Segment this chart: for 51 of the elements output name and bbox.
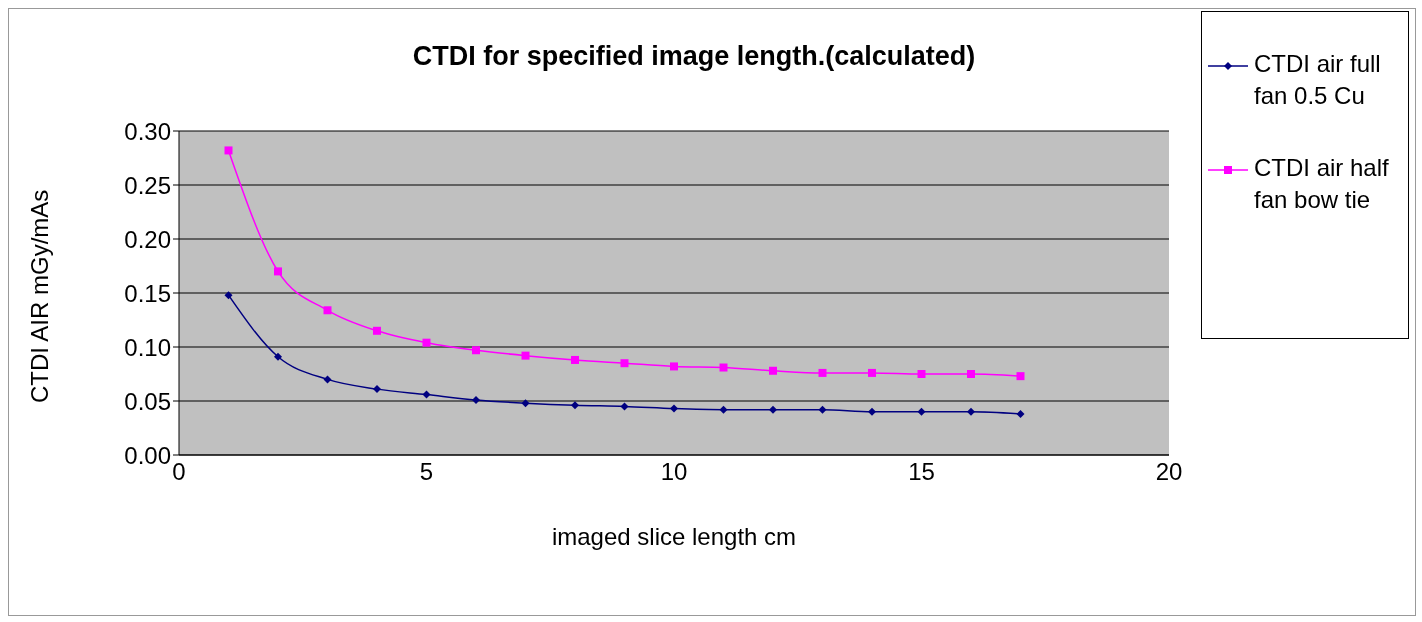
point <box>769 405 777 414</box>
point <box>670 404 678 413</box>
y-axis-title: CTDI AIR mGy/mAs <box>25 189 53 403</box>
y-tick-label: 0.30 <box>124 117 171 145</box>
legend-label: CTDI air half fan bow tie <box>1254 153 1390 215</box>
point <box>521 399 530 408</box>
y-tick-label: 0.15 <box>124 279 171 307</box>
point <box>472 395 480 404</box>
point <box>274 267 282 276</box>
point <box>1016 409 1025 418</box>
point <box>868 368 876 377</box>
point <box>571 401 579 410</box>
point <box>422 338 431 347</box>
point <box>373 326 381 335</box>
point <box>719 405 728 414</box>
point <box>571 355 579 364</box>
point <box>620 402 629 411</box>
point <box>719 363 728 372</box>
legend-label: CTDI air full fan 0.5 Cu <box>1254 49 1382 111</box>
y-tick-label: 0.25 <box>124 171 171 199</box>
y-tick-label: 0.20 <box>124 225 171 253</box>
point <box>323 306 332 315</box>
x-tick-label: 20 <box>1155 458 1183 486</box>
point <box>472 346 480 355</box>
point <box>422 390 431 399</box>
point <box>224 146 233 155</box>
point <box>373 385 381 394</box>
point <box>323 375 332 384</box>
point <box>917 370 926 378</box>
point <box>967 370 975 378</box>
y-tick-label: 0.10 <box>124 333 171 361</box>
x-tick-label: 5 <box>419 458 434 486</box>
point <box>1016 372 1025 381</box>
y-tick-label: 0.00 <box>124 441 171 469</box>
x-tick-label: 10 <box>660 458 688 486</box>
point <box>917 407 926 416</box>
point <box>769 366 777 375</box>
y-tick-label: 0.05 <box>124 387 171 415</box>
point <box>818 405 827 414</box>
point <box>224 291 233 300</box>
point <box>620 359 629 368</box>
chart-title: CTDI for specified image length.(calculated) <box>411 41 977 72</box>
point <box>521 351 530 360</box>
point <box>868 407 876 416</box>
point <box>967 407 975 416</box>
point <box>818 368 827 377</box>
point <box>274 352 282 361</box>
x-axis-title: imaged slice length cm <box>551 523 797 550</box>
x-tick-label: 0 <box>172 458 186 486</box>
point <box>670 362 678 371</box>
x-tick-label: 15 <box>908 458 935 486</box>
